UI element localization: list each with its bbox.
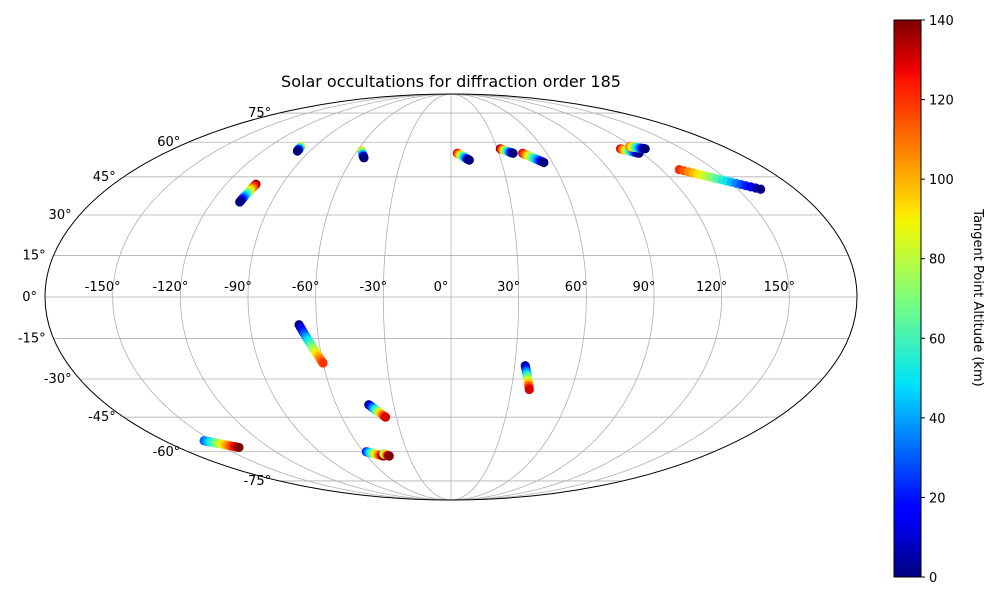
- track-point: [640, 144, 650, 154]
- occultation-track: [625, 141, 650, 154]
- occultation-track: [379, 449, 394, 461]
- occultation-track: [520, 361, 534, 395]
- colorbar-tick-label: 60: [929, 332, 946, 347]
- occultation-track: [518, 148, 549, 168]
- colorbar-ticks: 0 20 40 60 80 100 120 140: [921, 14, 954, 586]
- colorbar-tick-label: 140: [929, 14, 954, 29]
- occultation-track: [495, 144, 518, 158]
- track-point: [359, 153, 369, 163]
- track-point: [508, 148, 518, 158]
- longitude-tick-label: -60°: [292, 280, 320, 295]
- colorbar-tick-label: 80: [929, 253, 946, 268]
- meridian-line: [112, 94, 452, 500]
- longitude-tick-label: 30°: [497, 280, 520, 295]
- chart-title: Solar occultations for diffraction order…: [281, 72, 621, 91]
- latitude-tick-label: -45°: [88, 410, 116, 425]
- occultation-track: [452, 148, 474, 165]
- occultation-track: [674, 164, 766, 194]
- colorbar-label: Tangent Point Altitude (km): [970, 208, 985, 386]
- latitude-tick-label: -15°: [18, 332, 46, 347]
- latitude-tick-labels: -75° -60° -45° -30° -15° 0° 15° 30° 45° 60° 75°: [18, 106, 271, 489]
- colorbar-tick-label: 0: [929, 571, 937, 586]
- occultation-track: [364, 400, 391, 422]
- track-point: [292, 146, 303, 156]
- longitude-tick-label: -120°: [152, 280, 188, 295]
- meridian-line: [382, 94, 452, 500]
- longitude-tick-label: 60°: [565, 280, 588, 295]
- occultation-track: [294, 320, 328, 368]
- longitude-tick-label: 0°: [434, 280, 449, 295]
- track-point: [235, 197, 245, 207]
- track-point: [318, 358, 328, 368]
- longitude-tick-label: -30°: [359, 280, 387, 295]
- latitude-tick-label: 0°: [22, 290, 37, 305]
- track-point: [464, 155, 474, 165]
- latitude-tick-label: 75°: [248, 106, 271, 121]
- map-boundary: [44, 93, 858, 501]
- longitude-tick-label: 120°: [696, 280, 727, 295]
- occultation-track: [357, 146, 369, 163]
- occultation-track: [199, 436, 244, 453]
- latitude-tick-label: -60°: [153, 445, 181, 460]
- meridian-line: [179, 94, 452, 500]
- track-point: [756, 184, 766, 194]
- latitude-tick-label: -30°: [44, 372, 72, 387]
- meridian-line: [247, 94, 452, 500]
- colorbar-gradient: [893, 19, 922, 578]
- longitude-tick-labels: -150° -120° -90° -60° -30° 0° 30° 60° 90° 120° 150…: [85, 280, 795, 295]
- colorbar-tick-label: 40: [929, 412, 946, 427]
- occultation-tracks: [199, 141, 766, 461]
- track-point: [524, 384, 534, 395]
- meridian-line: [450, 94, 520, 500]
- colorbar-tick-label: 120: [929, 94, 954, 109]
- latitude-tick-label: -75°: [243, 474, 271, 489]
- longitude-tick-label: 150°: [764, 280, 795, 295]
- meridian-line: [450, 94, 723, 500]
- colorbar: 0 20 40 60 80 100 120 140 Tangent Point Altitud…: [893, 14, 985, 586]
- meridian-line: [450, 94, 790, 500]
- colorbar-tick-label: 20: [929, 491, 946, 506]
- track-point: [539, 157, 549, 168]
- track-point: [234, 442, 244, 453]
- track-point: [384, 451, 394, 461]
- occultation-track: [292, 141, 306, 156]
- colorbar-tick-label: 100: [929, 173, 954, 188]
- occultation-track: [235, 179, 261, 207]
- track-point: [380, 412, 391, 422]
- meridian-line: [450, 94, 655, 500]
- graticule: [45, 94, 857, 500]
- longitude-tick-label: -150°: [85, 280, 121, 295]
- longitude-tick-label: 90°: [632, 280, 655, 295]
- latitude-tick-label: 45°: [93, 170, 116, 185]
- latitude-tick-label: 15°: [23, 248, 46, 263]
- longitude-tick-label: -90°: [224, 280, 252, 295]
- latitude-tick-label: 30°: [49, 208, 72, 223]
- latitude-tick-label: 60°: [157, 135, 180, 150]
- meridian-line: [450, 94, 587, 500]
